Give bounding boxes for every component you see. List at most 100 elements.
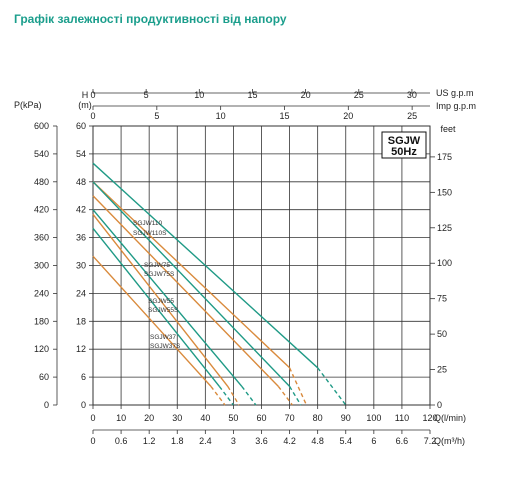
y-axis-label-h: H [82, 90, 89, 100]
x-tick-label-m3h: 2.4 [199, 436, 212, 446]
y-tick-label-feet: 75 [437, 294, 447, 304]
y-tick-label-h: 12 [76, 344, 86, 354]
x-axis-impgpm-tick-label: 5 [154, 111, 159, 121]
y-axis-label-feet: feet [440, 124, 456, 134]
y-tick-label-p: 600 [34, 121, 49, 131]
x-axis-usgpm-tick-label: 20 [301, 90, 311, 100]
y-tick-label-feet: 50 [437, 329, 447, 339]
y-tick-label-p: 0 [44, 400, 49, 410]
chart-title: Графік залежності продуктивності від нап… [14, 12, 287, 26]
y-tick-label-p: 360 [34, 233, 49, 243]
curve-dashed-SGJW37 [218, 385, 234, 406]
x-axis-usgpm-label: US g.p.m [436, 88, 474, 98]
x-tick-label-m3h: 7.2 [424, 436, 437, 446]
curve-label-SGJW110S: SGJW110S [133, 230, 167, 237]
curve-dashed-SGJW55 [241, 385, 257, 406]
y-tick-label-h: 18 [76, 316, 86, 326]
y-axis-unit-h: (m) [78, 100, 92, 110]
curve-dashed-SGJW110 [317, 367, 347, 406]
curve-SGJW55S [92, 213, 229, 387]
y-tick-label-p: 480 [34, 177, 49, 187]
curve-label-SGJW75: SGJW75 [144, 262, 170, 269]
y-tick-label-h: 54 [76, 149, 86, 159]
x-tick-label-m3h: 1.2 [143, 436, 156, 446]
x-tick-label-lmin: 100 [366, 413, 381, 423]
x-tick-label-lmin: 110 [395, 413, 409, 423]
curve-label-SGJW37S: SGJW37S [150, 343, 181, 350]
x-axis-impgpm-tick-label: 15 [279, 111, 289, 121]
x-axis-impgpm-tick-label: 25 [407, 111, 417, 121]
x-tick-label-lmin: 90 [341, 413, 351, 423]
y-tick-label-h: 42 [76, 205, 86, 215]
y-tick-label-h: 24 [76, 288, 86, 298]
x-tick-label-lmin: 50 [228, 413, 238, 423]
model-badge-box [381, 131, 427, 159]
x-tick-label-m3h: 6.6 [396, 436, 409, 446]
curve-label-SGJW55: SGJW55 [148, 298, 174, 305]
x-tick-label-lmin: 10 [116, 413, 126, 423]
x-tick-label-m3h: 3 [231, 436, 236, 446]
x-tick-label-lmin: 30 [172, 413, 182, 423]
x-tick-label-lmin: 0 [90, 413, 95, 423]
x-axis-usgpm-tick-label: 30 [407, 90, 417, 100]
x-axis-impgpm-tick-label: 10 [216, 111, 226, 121]
x-tick-label-m3h: 6 [371, 436, 376, 446]
x-axis-impgpm-tick-label: 0 [90, 111, 95, 121]
y-tick-label-p: 300 [34, 261, 49, 271]
curve-SGJW37 [92, 227, 220, 387]
x-tick-label-m3h: 4.8 [311, 436, 324, 446]
x-tick-label-lmin: 80 [313, 413, 323, 423]
curve-SGJW110 [92, 162, 319, 369]
y-tick-label-h: 0 [81, 400, 86, 410]
y-tick-label-p: 420 [34, 205, 49, 215]
y-tick-label-h: 48 [76, 177, 86, 187]
x-axis-usgpm-tick-label: 25 [354, 90, 364, 100]
x-axis-impgpm-label: Imp g.p.m [436, 101, 476, 111]
curve-SGJW75S [92, 195, 279, 387]
curve-dashed-SGJW75S [277, 385, 293, 406]
y-tick-label-h: 6 [81, 372, 86, 382]
y-tick-label-feet: 100 [437, 258, 452, 268]
curve-dashed-SGJW37S [210, 385, 226, 406]
x-tick-label-m3h: 1.8 [171, 436, 184, 446]
y-tick-label-p: 540 [34, 149, 49, 159]
curve-SGJW75 [92, 181, 291, 387]
y-tick-label-feet: 25 [437, 365, 447, 375]
x-tick-label-m3h: 0.6 [115, 436, 128, 446]
y-tick-label-p: 180 [34, 316, 49, 326]
x-axis-impgpm-tick-label: 20 [343, 111, 353, 121]
x-tick-label-lmin: 120 [422, 413, 437, 423]
x-axis-usgpm-tick-label: 5 [144, 90, 149, 100]
x-tick-label-m3h: 0 [90, 436, 95, 446]
curve-label-SGJW75S: SGJW75S [144, 271, 175, 278]
y-tick-label-h: 30 [76, 261, 86, 271]
x-tick-label-lmin: 20 [144, 413, 154, 423]
x-tick-label-lmin: 70 [285, 413, 295, 423]
y-tick-label-p: 240 [34, 288, 49, 298]
x-tick-label-m3h: 3.6 [255, 436, 268, 446]
y-tick-label-p: 120 [34, 344, 49, 354]
y-axis-label-p: P(kPa) [14, 100, 42, 110]
y-tick-label-feet: 125 [437, 223, 452, 233]
x-tick-label-m3h: 5.4 [339, 436, 352, 446]
y-tick-label-p: 60 [39, 372, 49, 382]
x-axis-usgpm-tick-label: 10 [194, 90, 204, 100]
x-axis-usgpm-tick-label: 15 [247, 90, 257, 100]
y-tick-label-feet: 175 [437, 152, 452, 162]
x-tick-label-lmin: 40 [200, 413, 210, 423]
model-badge-frequency: 50Hz [391, 146, 417, 158]
x-axis-label-lmin: Q(l/min) [434, 413, 466, 423]
curve-label-SGJW37: SGJW37 [150, 334, 176, 341]
y-tick-label-feet: 150 [437, 187, 452, 197]
x-axis-usgpm-tick-label: 0 [90, 90, 95, 100]
x-tick-label-lmin: 60 [256, 413, 266, 423]
curve-label-SGJW110: SGJW110 [133, 220, 163, 227]
curve-SGJW37S [92, 255, 212, 387]
curve-dashed-SGJW55S [227, 386, 240, 406]
x-axis-label-m3h: Q(m³/h) [434, 436, 465, 446]
curve-label-SGJW55S: SGJW55S [148, 307, 179, 314]
y-tick-label-h: 60 [76, 121, 86, 131]
y-tick-label-feet: 0 [437, 400, 442, 410]
curve-SGJW55 [92, 209, 243, 387]
